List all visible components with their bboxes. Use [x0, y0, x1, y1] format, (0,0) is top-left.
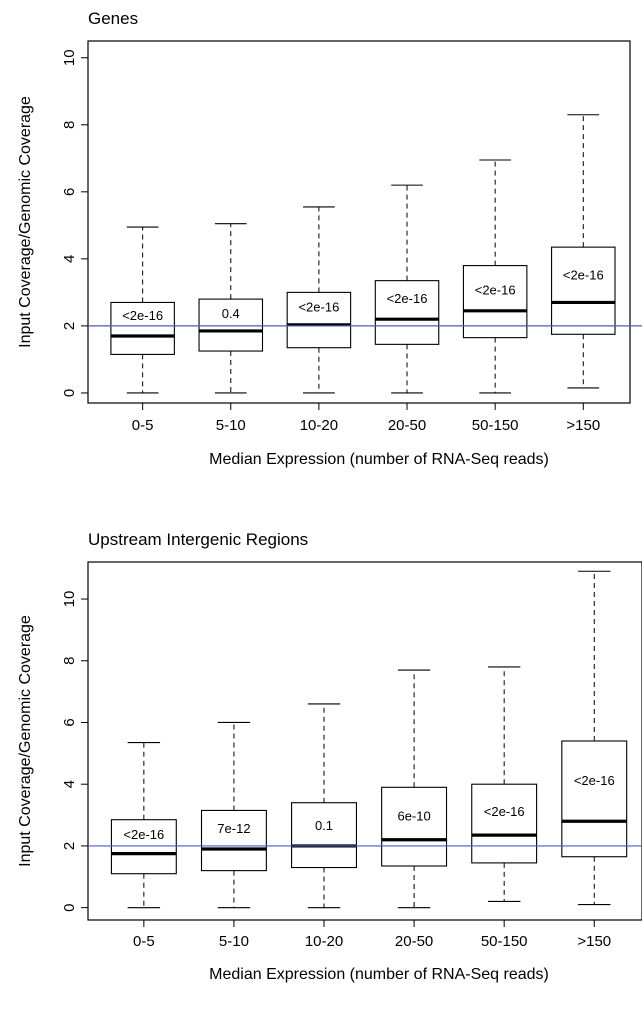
box-iqr: [200, 809, 267, 872]
y-tick-label: 8: [61, 657, 78, 665]
box-iqr: [110, 819, 177, 875]
p-value-label: 0.4: [222, 306, 240, 321]
x-tick-label: 5-10: [219, 933, 249, 950]
box-iqr: [198, 298, 264, 352]
x-tick-label: 50-150: [472, 417, 519, 434]
chart-title: Genes: [88, 9, 138, 28]
x-tick-label: >150: [577, 933, 611, 950]
box-50-150: <2e-16: [462, 159, 528, 394]
box-iqr: [286, 291, 352, 349]
x-tick-label: 0-5: [132, 417, 154, 434]
p-value-label: 7e-12: [217, 821, 250, 836]
box-0-5: <2e-16: [110, 226, 175, 394]
chart-title: Upstream Intergenic Regions: [88, 530, 308, 549]
x-tick-label: 10-20: [305, 933, 343, 950]
y-tick-label: 10: [61, 591, 78, 608]
box->150: <2e-16: [561, 570, 628, 906]
box->150: <2e-16: [551, 114, 616, 389]
x-tick-label: 20-50: [395, 933, 433, 950]
genes-panel: Genes 0 2 4 6 8 10 Input Coverage/Genomic Cover…: [17, 9, 642, 468]
y-tick-label: 8: [61, 121, 78, 129]
box-iqr: [561, 740, 628, 858]
y-tick-label: 4: [61, 780, 78, 788]
x-tick-label: 5-10: [216, 417, 246, 434]
x-tick-label: 50-150: [481, 933, 528, 950]
p-value-label: 0.1: [315, 818, 333, 833]
y-tick-label: 6: [61, 188, 78, 196]
box-10-20: 0.1: [291, 703, 357, 909]
box-50-150: <2e-16: [471, 666, 538, 903]
box-iqr: [110, 301, 175, 355]
p-value-label: <2e-16: [298, 299, 339, 314]
p-value-label: 6e-10: [397, 809, 430, 824]
x-tick-label: 0-5: [133, 933, 155, 950]
x-tick-label: 20-50: [388, 417, 426, 434]
box-20-50: <2e-16: [374, 184, 440, 394]
box-5-10: 7e-12: [200, 721, 267, 909]
p-value-label: <2e-16: [574, 773, 615, 788]
box-iqr: [462, 265, 528, 339]
plot-frame: [87, 561, 642, 921]
x-tick-label: >150: [566, 417, 600, 434]
y-tick-label: 0: [61, 903, 78, 911]
box-iqr: [551, 246, 616, 335]
y-tick-label: 2: [61, 322, 78, 330]
y-tick-label: 0: [61, 389, 78, 397]
box-iqr: [471, 783, 538, 864]
y-tick-label: 6: [61, 718, 78, 726]
y-axis-label: Input Coverage/Genomic Coverage: [17, 96, 34, 348]
y-tick-label: 10: [61, 49, 78, 66]
box-5-10: 0.4: [198, 223, 264, 394]
box-iqr: [381, 786, 448, 867]
p-value-label: <2e-16: [123, 827, 164, 842]
box-10-20: <2e-16: [286, 206, 352, 394]
y-tick-label: 4: [61, 255, 78, 263]
box-iqr: [291, 802, 357, 869]
box-iqr: [374, 280, 440, 345]
plot-frame: [87, 40, 631, 404]
y-tick-label: 2: [61, 842, 78, 850]
x-tick-label: 10-20: [300, 417, 338, 434]
box-20-50: 6e-10: [381, 669, 448, 909]
p-value-label: <2e-16: [475, 283, 516, 298]
p-value-label: <2e-16: [563, 268, 604, 283]
y-axis-label: Input Coverage/Genomic Coverage: [17, 615, 34, 867]
upstream-intergenic-panel: Upstream Intergenic Regions 0 2 4 6 8 10 Input …: [17, 530, 642, 983]
x-axis-label: Median Expression (number of RNA-Seq rea…: [209, 966, 549, 983]
x-axis-label: Median Expression (number of RNA-Seq rea…: [209, 451, 549, 468]
p-value-label: <2e-16: [484, 804, 525, 819]
p-value-label: <2e-16: [387, 291, 428, 306]
p-value-label: <2e-16: [122, 308, 163, 323]
box-0-5: <2e-16: [110, 741, 177, 909]
